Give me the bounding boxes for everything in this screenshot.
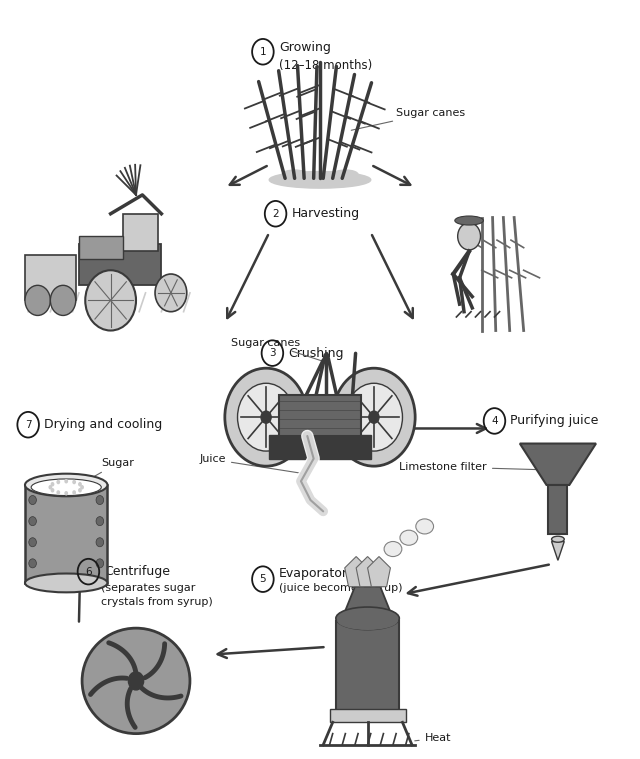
Text: 6: 6 <box>85 567 92 577</box>
Text: Heat: Heat <box>415 733 451 743</box>
Ellipse shape <box>552 536 564 542</box>
Circle shape <box>155 274 187 312</box>
Circle shape <box>29 537 36 546</box>
Polygon shape <box>345 556 367 587</box>
Circle shape <box>56 480 60 484</box>
Text: 7: 7 <box>25 420 31 430</box>
Ellipse shape <box>333 170 358 179</box>
Text: crystals from syrup): crystals from syrup) <box>101 597 213 606</box>
Ellipse shape <box>269 172 371 188</box>
Circle shape <box>78 482 82 487</box>
FancyBboxPatch shape <box>124 214 158 251</box>
Text: Growing: Growing <box>279 41 331 54</box>
Circle shape <box>56 490 60 495</box>
Text: Centrifuge: Centrifuge <box>104 565 170 578</box>
Ellipse shape <box>416 519 433 534</box>
FancyBboxPatch shape <box>25 485 108 583</box>
Text: (12–18 months): (12–18 months) <box>279 58 372 72</box>
Text: Sugar canes: Sugar canes <box>351 108 465 131</box>
FancyBboxPatch shape <box>548 485 568 534</box>
Polygon shape <box>367 556 390 587</box>
Ellipse shape <box>25 574 108 592</box>
Ellipse shape <box>282 170 307 179</box>
Ellipse shape <box>336 607 399 630</box>
Circle shape <box>64 479 68 483</box>
Polygon shape <box>342 587 393 619</box>
Polygon shape <box>520 443 596 485</box>
Text: Crushing: Crushing <box>288 347 344 360</box>
FancyBboxPatch shape <box>25 255 76 301</box>
Ellipse shape <box>25 474 108 496</box>
Text: 2: 2 <box>272 209 279 219</box>
Circle shape <box>96 559 104 568</box>
Polygon shape <box>356 556 379 587</box>
Ellipse shape <box>384 541 402 556</box>
Circle shape <box>458 223 481 250</box>
Text: Limestone filter: Limestone filter <box>399 462 546 472</box>
Text: 3: 3 <box>269 348 276 358</box>
FancyBboxPatch shape <box>336 621 399 711</box>
Circle shape <box>96 517 104 526</box>
Text: Purifying juice: Purifying juice <box>510 414 598 427</box>
FancyBboxPatch shape <box>269 434 371 458</box>
Circle shape <box>72 490 76 495</box>
Circle shape <box>29 517 36 526</box>
Ellipse shape <box>455 216 483 225</box>
Circle shape <box>96 537 104 546</box>
Circle shape <box>237 383 294 451</box>
Text: (separates sugar: (separates sugar <box>101 583 195 594</box>
FancyBboxPatch shape <box>79 236 124 259</box>
Text: Juice: Juice <box>200 455 301 474</box>
Circle shape <box>72 480 76 484</box>
Text: 4: 4 <box>491 416 498 426</box>
Text: Evaporator: Evaporator <box>279 568 348 581</box>
FancyBboxPatch shape <box>279 395 361 436</box>
Circle shape <box>51 482 54 487</box>
Circle shape <box>29 559 36 568</box>
Circle shape <box>261 411 271 424</box>
Circle shape <box>346 383 403 451</box>
Circle shape <box>80 485 84 490</box>
Circle shape <box>78 488 82 493</box>
Circle shape <box>85 270 136 330</box>
Text: (juice becomes syrup): (juice becomes syrup) <box>279 583 403 594</box>
Text: Sugar: Sugar <box>75 458 134 487</box>
Circle shape <box>64 491 68 496</box>
Text: Harvesting: Harvesting <box>291 207 360 220</box>
Circle shape <box>25 285 51 316</box>
Ellipse shape <box>337 611 398 630</box>
FancyBboxPatch shape <box>330 709 406 723</box>
Circle shape <box>333 368 415 466</box>
Circle shape <box>96 496 104 505</box>
Circle shape <box>129 672 143 690</box>
FancyBboxPatch shape <box>79 244 161 285</box>
Ellipse shape <box>82 628 190 734</box>
Circle shape <box>29 496 36 505</box>
Circle shape <box>369 411 379 424</box>
Text: Drying and cooling: Drying and cooling <box>44 418 163 431</box>
Ellipse shape <box>31 479 101 496</box>
Text: Sugar canes: Sugar canes <box>231 338 330 364</box>
Circle shape <box>51 285 76 316</box>
Circle shape <box>49 485 52 490</box>
Circle shape <box>225 368 307 466</box>
Text: 1: 1 <box>260 47 266 57</box>
Polygon shape <box>552 541 564 560</box>
Circle shape <box>51 488 54 493</box>
Ellipse shape <box>400 531 418 545</box>
Text: 5: 5 <box>260 574 266 584</box>
